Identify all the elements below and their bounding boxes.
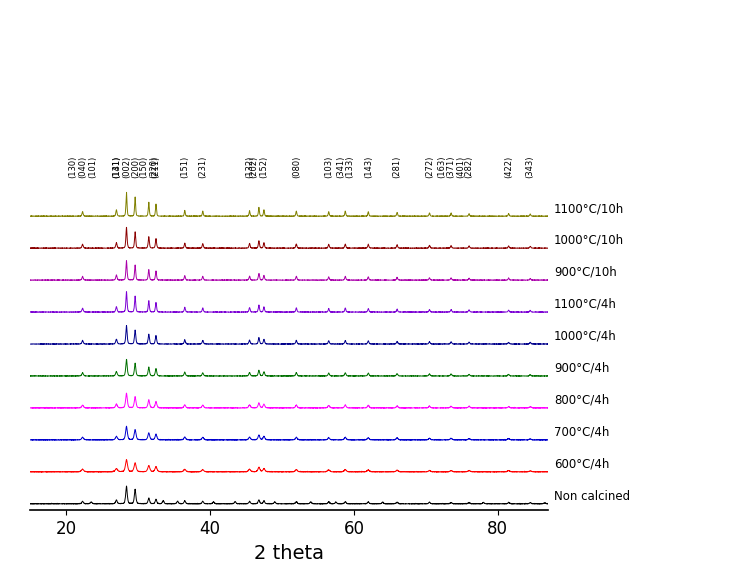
Text: 1000°C/4h: 1000°C/4h bbox=[554, 330, 617, 343]
Text: (131): (131) bbox=[112, 155, 121, 178]
Text: (272): (272) bbox=[425, 155, 434, 178]
Text: (341)
(133): (341) (133) bbox=[336, 155, 354, 178]
Text: Non calcined: Non calcined bbox=[554, 490, 630, 502]
Text: (281): (281) bbox=[393, 155, 402, 178]
Text: 600°C/4h: 600°C/4h bbox=[554, 458, 609, 471]
Text: 1100°C/10h: 1100°C/10h bbox=[554, 202, 624, 215]
X-axis label: 2 theta: 2 theta bbox=[254, 544, 324, 562]
Text: (163)
(371)
(401): (163) (371) (401) bbox=[437, 155, 466, 178]
Text: (080): (080) bbox=[292, 155, 301, 178]
Text: (231): (231) bbox=[198, 155, 207, 178]
Text: (202)
(152): (202) (152) bbox=[249, 156, 268, 178]
Text: (103): (103) bbox=[324, 155, 333, 178]
Text: (141)
(002)
(200): (141) (002) (200) bbox=[113, 156, 140, 178]
Text: (143): (143) bbox=[363, 155, 372, 178]
Text: 800°C/4h: 800°C/4h bbox=[554, 393, 609, 407]
Text: 1000°C/10h: 1000°C/10h bbox=[554, 234, 624, 247]
Text: 1100°C/4h: 1100°C/4h bbox=[554, 298, 617, 311]
Text: 900°C/10h: 900°C/10h bbox=[554, 266, 617, 279]
Text: 900°C/4h: 900°C/4h bbox=[554, 362, 609, 375]
Text: (282): (282) bbox=[465, 155, 474, 178]
Text: (211): (211) bbox=[152, 156, 161, 178]
Text: (150)
(220): (150) (220) bbox=[140, 156, 158, 178]
Text: (422): (422) bbox=[504, 156, 513, 178]
Text: (130)
(040)
(101): (130) (040) (101) bbox=[68, 155, 97, 178]
Text: (343): (343) bbox=[526, 155, 535, 178]
Text: 700°C/4h: 700°C/4h bbox=[554, 426, 609, 439]
Text: (151): (151) bbox=[180, 156, 189, 178]
Text: (132): (132) bbox=[245, 155, 254, 178]
